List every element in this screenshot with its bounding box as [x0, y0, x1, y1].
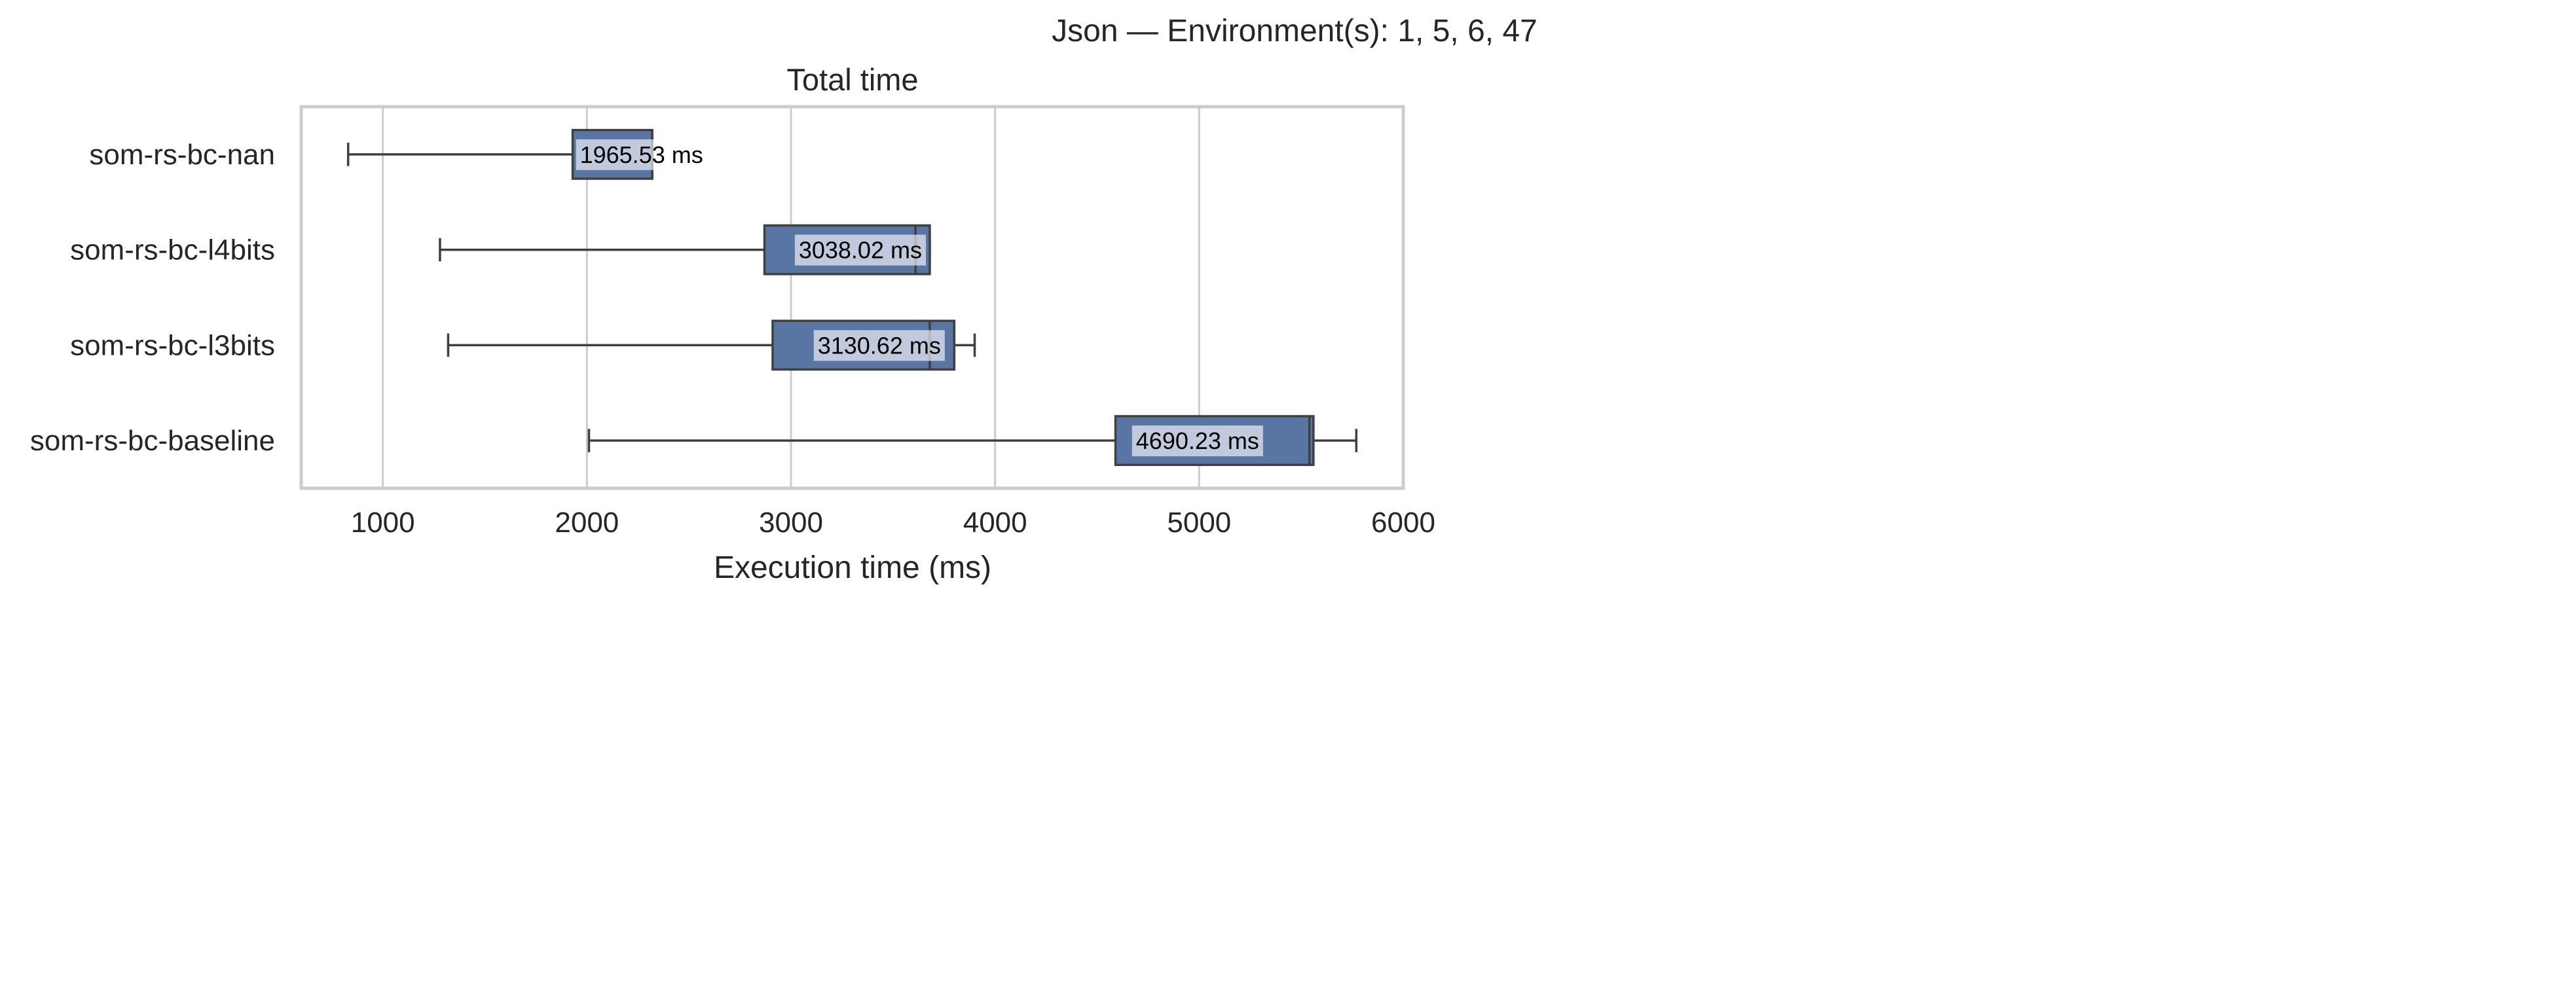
- value-label-bg: [576, 139, 707, 170]
- value-label-bg: [1132, 425, 1263, 457]
- category-label: som-rs-bc-baseline: [30, 425, 275, 457]
- value-label: 1965.53 ms: [576, 139, 707, 170]
- category-label: som-rs-bc-nan: [89, 139, 275, 171]
- chart-title: Total time: [786, 62, 918, 97]
- x-tick-label: 6000: [1371, 507, 1435, 539]
- x-axis-label: Execution time (ms): [714, 550, 991, 585]
- value-label-text: 1965.53 ms: [580, 141, 703, 168]
- x-tick-label: 5000: [1167, 507, 1231, 539]
- plot-area: [346, 128, 1358, 467]
- figure-title: Json — Environment(s): 1, 5, 6, 47: [1052, 14, 1537, 48]
- value-label-bg: [794, 234, 926, 266]
- x-tick-labels: 1000 2000 3000 4000 5000 6000: [351, 507, 1435, 539]
- x-tick-label: 2000: [555, 507, 619, 539]
- box-som-rs-bc-l3bits: [447, 319, 976, 371]
- value-label-bg: [813, 330, 945, 361]
- value-label-text: 3130.62 ms: [818, 332, 941, 359]
- value-label: 3130.62 ms: [813, 330, 945, 361]
- value-label: 4690.23 ms: [1132, 425, 1263, 457]
- category-label: som-rs-bc-l3bits: [70, 329, 275, 361]
- plot-frame: [299, 105, 1405, 490]
- value-label: 3038.02 ms: [794, 234, 926, 266]
- category-label: som-rs-bc-l4bits: [70, 234, 275, 266]
- value-labels: 1965.53 ms 3038.02 ms 3130.62 ms 4690.23 ms: [576, 139, 1263, 457]
- x-tick-label: 1000: [351, 507, 415, 539]
- category-labels: som-rs-bc-nan som-rs-bc-l4bits som-rs-bc-l…: [30, 139, 275, 457]
- value-label-text: 3038.02 ms: [799, 237, 922, 264]
- value-label-text: 4690.23 ms: [1136, 427, 1259, 454]
- x-tick-label: 3000: [759, 507, 823, 539]
- x-tick-label: 4000: [963, 507, 1027, 539]
